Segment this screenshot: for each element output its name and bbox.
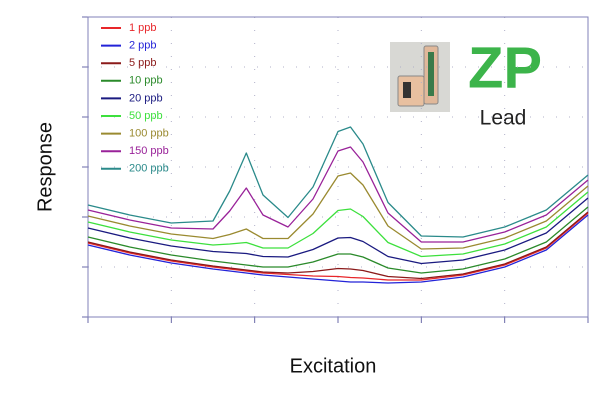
series-line <box>87 191 589 258</box>
x-axis-label: Excitation <box>290 355 377 377</box>
legend-label: 200 ppb <box>129 163 169 175</box>
series-line <box>87 206 589 274</box>
logo-mark: ZP <box>468 35 542 100</box>
series-line <box>87 146 589 243</box>
series-line <box>87 126 589 238</box>
plot-frame <box>87 16 589 318</box>
legend-label: 1 ppb <box>129 22 157 34</box>
legend-label: 10 ppb <box>129 75 163 87</box>
sensor-photo <box>390 42 450 112</box>
series-line <box>87 212 589 281</box>
series-line <box>87 214 589 284</box>
legend-label: 5 ppb <box>129 57 157 69</box>
legend-label: 2 ppb <box>129 40 157 52</box>
legend-label: 20 ppb <box>129 92 163 104</box>
series-line <box>87 211 589 280</box>
series-line <box>87 172 589 250</box>
legend-label: 100 ppb <box>129 128 169 140</box>
sensor-electrode <box>428 52 434 96</box>
series-line <box>87 197 589 265</box>
y-axis-label: Response <box>34 122 56 212</box>
sensor-electrode <box>403 82 411 98</box>
legend-label: 150 ppb <box>129 145 169 157</box>
logo-caption: Lead <box>480 107 527 130</box>
legend-label: 50 ppb <box>129 110 163 122</box>
